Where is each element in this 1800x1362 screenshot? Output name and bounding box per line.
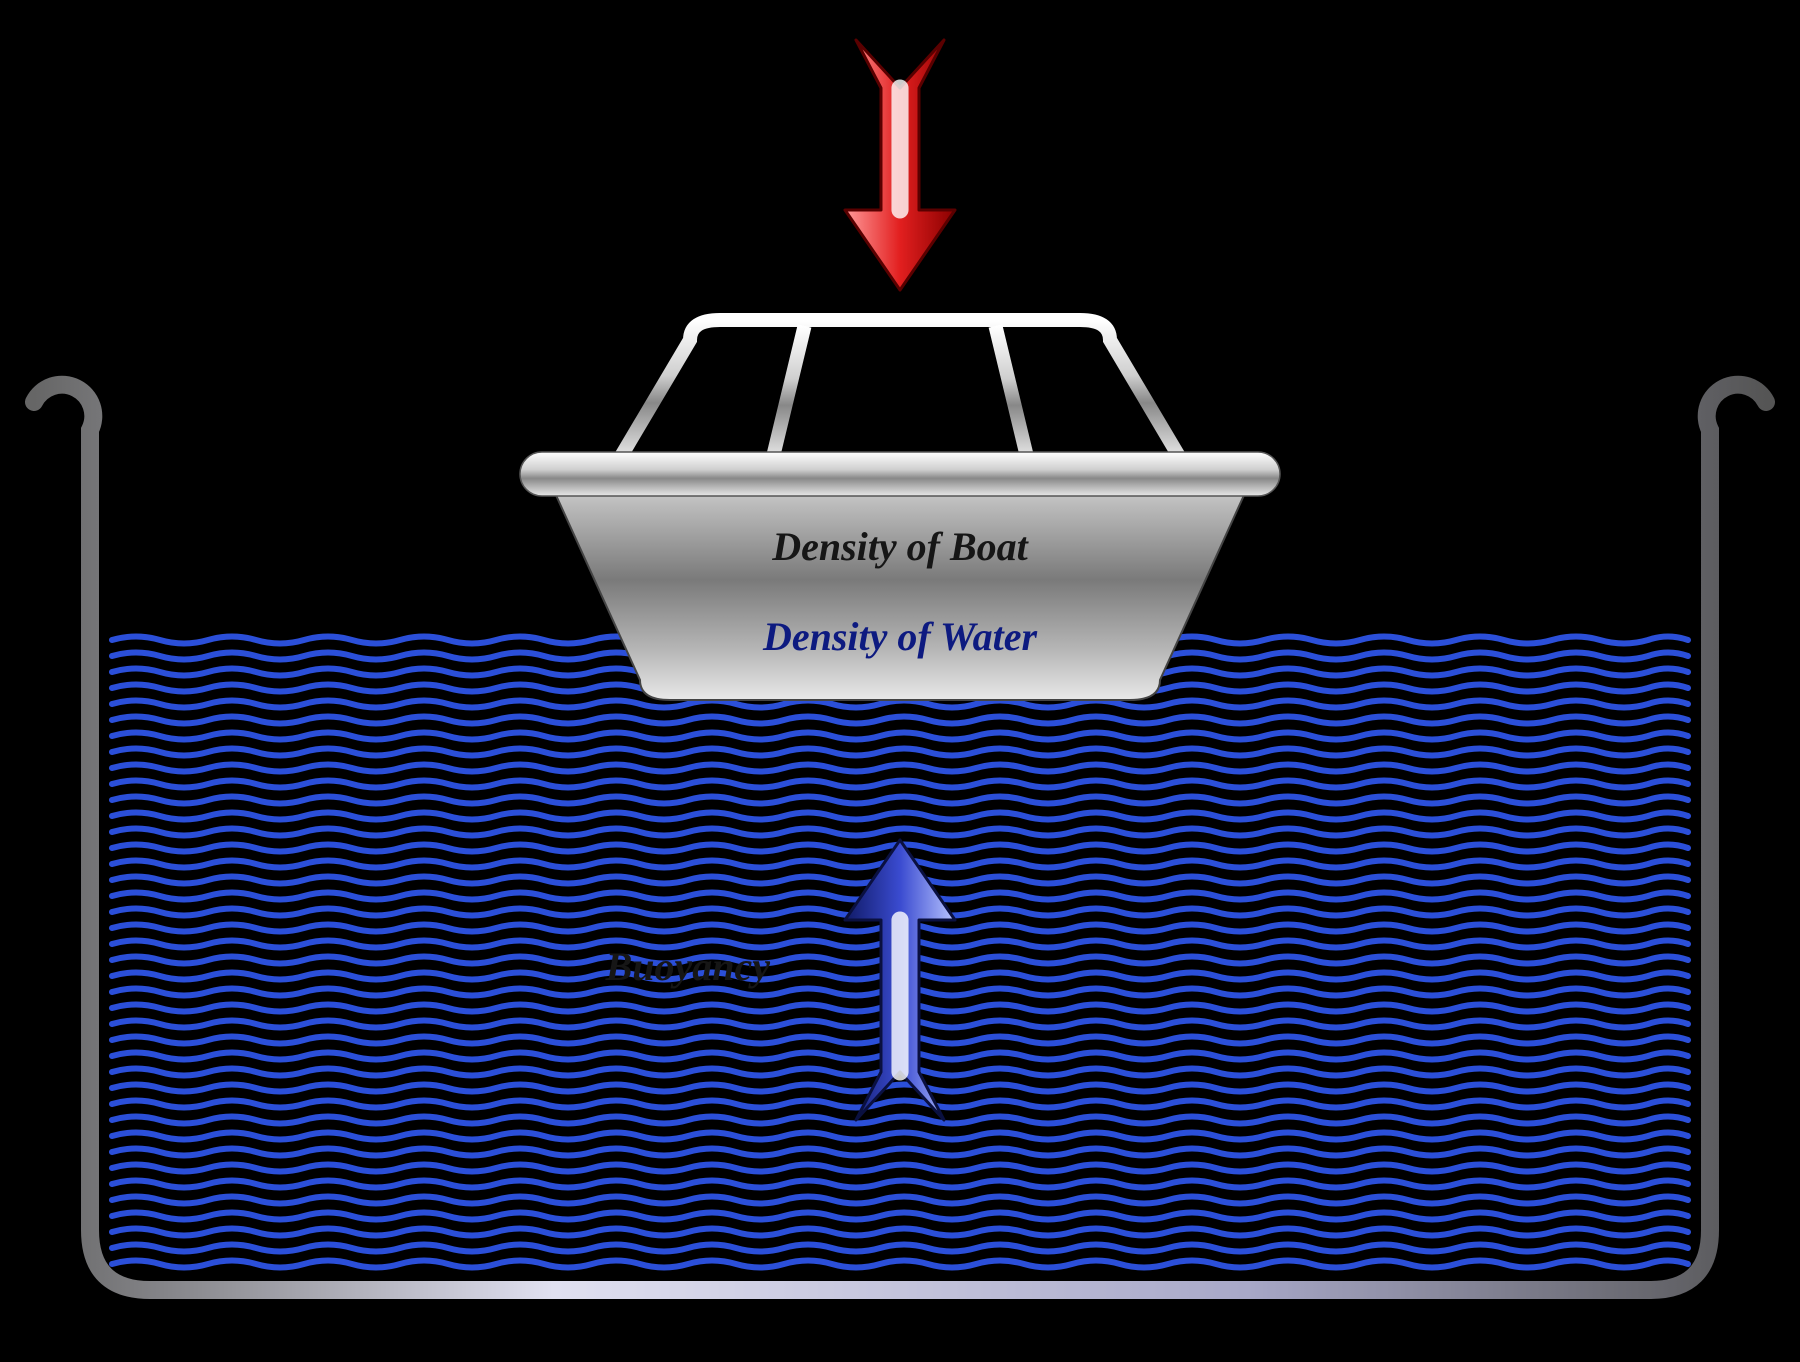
density-water-label: Density of Water (762, 614, 1037, 659)
boat-rim (520, 452, 1280, 496)
buoyancy-label: Buoyancy (605, 944, 771, 989)
density-boat-label: Density of Boat (771, 524, 1029, 569)
